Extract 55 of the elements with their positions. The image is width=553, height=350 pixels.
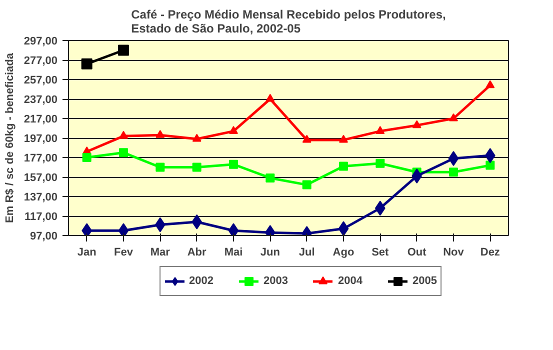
point — [448, 150, 459, 166]
point — [81, 58, 92, 70]
x-tick-label: Ago — [332, 246, 354, 258]
legend-label: 2002 — [189, 275, 214, 287]
point — [266, 94, 275, 102]
x-tick-label: Set — [372, 246, 390, 258]
y-tick-label: 177,00 — [24, 152, 58, 164]
point — [339, 134, 348, 143]
x-tick-label: Nov — [443, 246, 465, 258]
point — [118, 44, 129, 56]
x-tick-label: Abr — [187, 246, 208, 258]
x-tick-label: Mai — [224, 246, 243, 258]
point — [302, 180, 312, 190]
y-tick-label: 97,00 — [30, 230, 58, 242]
point — [486, 160, 495, 170]
point — [449, 168, 458, 177]
x-tick-label: Jun — [260, 246, 280, 258]
y-tick-label: 157,00 — [24, 172, 58, 184]
point — [119, 130, 128, 139]
point — [302, 134, 312, 143]
x-tick-label: Jul — [298, 246, 315, 258]
point — [449, 113, 458, 122]
point — [119, 148, 128, 158]
point — [82, 153, 92, 162]
point — [156, 162, 165, 172]
x-tick-label: Mar — [150, 246, 171, 258]
point — [192, 162, 202, 172]
point — [338, 221, 349, 236]
point — [229, 126, 238, 134]
point — [376, 126, 385, 134]
y-tick-label: 137,00 — [24, 192, 58, 204]
point — [266, 173, 275, 182]
y-axis-title: Em R$ / sc de 60kg - beneficiada — [4, 52, 16, 223]
y-tick-label: 237,00 — [24, 94, 58, 106]
x-tick-label: Jan — [77, 246, 97, 258]
legend-label: 2004 — [338, 275, 362, 287]
y-tick-label: 257,00 — [24, 74, 58, 86]
legend-label: 2005 — [412, 275, 437, 287]
legend-label: 2003 — [264, 275, 288, 287]
y-tick-label: 217,00 — [24, 114, 58, 126]
point — [376, 158, 385, 168]
point — [156, 130, 165, 138]
chart-title: Café - Preço Médio Mensal Recebido pelos Produtores, Estado de São Paulo, 2002-05 — [131, 8, 446, 36]
point — [486, 80, 495, 88]
y-tick-label: 277,00 — [24, 55, 58, 67]
y-tick-label: 197,00 — [24, 133, 58, 145]
point — [229, 160, 238, 169]
point — [339, 162, 348, 171]
point — [192, 134, 202, 142]
x-tick-label: Fev — [114, 246, 134, 258]
y-tick-label: 297,00 — [24, 36, 58, 48]
point — [412, 120, 422, 128]
x-tick-label: Dez — [480, 246, 500, 258]
y-tick-label: 117,00 — [24, 211, 58, 223]
x-tick-label: Out — [407, 246, 427, 258]
